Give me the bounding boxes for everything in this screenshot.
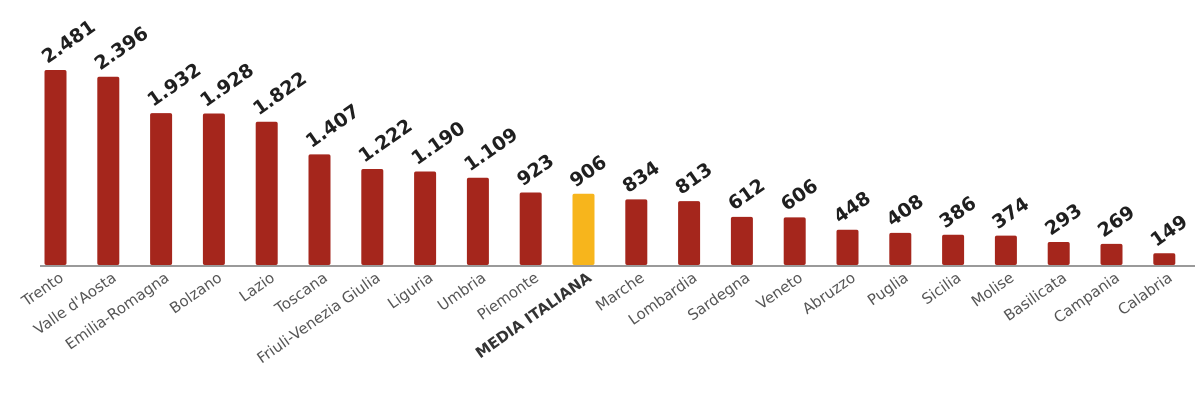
value-label: 1.407: [302, 100, 364, 152]
bars-group: [44, 70, 1176, 265]
value-label: 149: [1147, 211, 1192, 252]
category-label: Liguria: [384, 269, 436, 313]
bar: [1047, 242, 1070, 265]
bar-average: [572, 193, 595, 265]
value-label: 906: [566, 151, 611, 192]
value-label: 293: [1041, 199, 1086, 240]
value-label: 1.822: [249, 67, 311, 119]
bar: [942, 234, 965, 265]
category-label: Bolzano: [166, 269, 225, 318]
bar: [678, 201, 701, 265]
bar: [783, 217, 806, 265]
bar: [836, 229, 859, 265]
category-label: Calabria: [1114, 269, 1175, 319]
value-label: 374: [988, 193, 1033, 234]
value-label: 606: [777, 175, 822, 216]
value-label: 813: [671, 158, 716, 199]
category-label: Abruzzo: [799, 269, 859, 318]
bar: [255, 121, 278, 265]
category-label: Puglia: [864, 269, 911, 310]
category-label: Sicilia: [918, 269, 964, 309]
bar: [361, 169, 384, 265]
value-label: 1.932: [143, 59, 205, 111]
value-label: 1.190: [407, 117, 469, 169]
value-label: 408: [883, 190, 928, 231]
bar: [414, 171, 437, 265]
value-label: 1.109: [460, 123, 522, 175]
bar: [730, 216, 753, 265]
value-label: 448: [830, 187, 875, 228]
value-label: 834: [619, 157, 664, 198]
bar: [889, 232, 912, 265]
bar: [625, 199, 648, 265]
bar: [994, 235, 1017, 265]
bar: [97, 76, 120, 265]
bar: [1153, 253, 1176, 265]
value-label: 2.481: [38, 16, 100, 68]
value-label: 1.928: [196, 59, 258, 111]
bar: [308, 154, 331, 265]
value-label: 269: [1094, 201, 1139, 242]
value-label: 923: [513, 150, 558, 191]
bar: [44, 70, 67, 265]
bar: [150, 113, 173, 265]
value-label: 612: [724, 174, 769, 215]
category-label: Veneto: [753, 269, 806, 314]
bar: [466, 177, 489, 265]
bar: [519, 192, 542, 265]
value-label: 1.222: [355, 115, 417, 167]
value-label: 2.396: [91, 22, 153, 74]
bar: [202, 113, 225, 265]
bar: [1100, 243, 1123, 265]
value-label: 386: [935, 192, 980, 233]
category-label: Lazio: [236, 269, 278, 306]
